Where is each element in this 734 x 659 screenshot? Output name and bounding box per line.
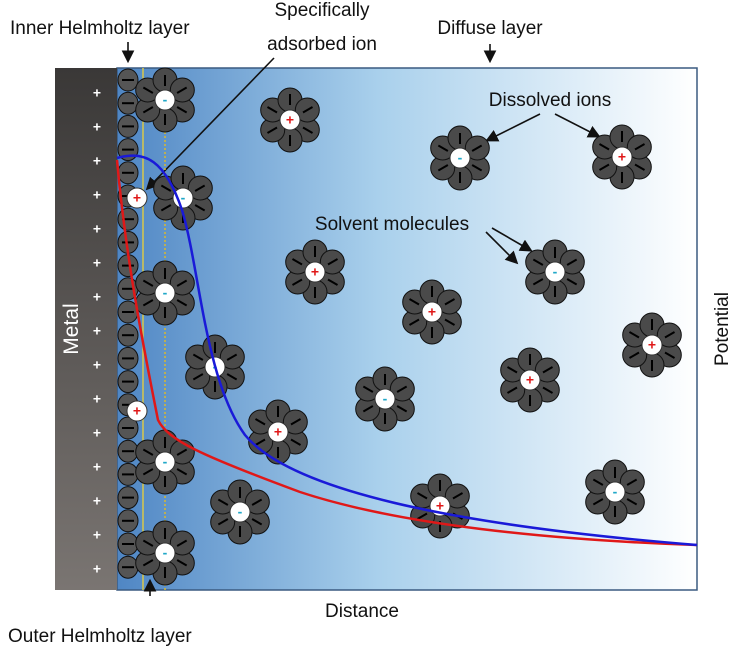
metal-charge: + bbox=[93, 153, 101, 169]
outer-helmholtz-label: Outer Helmholtz layer bbox=[8, 626, 192, 647]
metal-charge: + bbox=[93, 425, 101, 441]
inner-helmholtz-label: Inner Helmholtz layer bbox=[10, 18, 190, 39]
metal-charge: + bbox=[93, 119, 101, 135]
ion-charge: - bbox=[163, 92, 168, 108]
potential-label: Potential bbox=[712, 292, 733, 366]
ion-charge: - bbox=[383, 391, 388, 407]
metal-charge: + bbox=[93, 323, 101, 339]
solvent-label: Solvent molecules bbox=[315, 214, 469, 235]
ion-charge: + bbox=[274, 424, 282, 440]
metal-label: Metal bbox=[60, 303, 83, 354]
metal-charge: + bbox=[93, 527, 101, 543]
ion-charge: + bbox=[618, 149, 626, 165]
metal-charge: + bbox=[93, 357, 101, 373]
ion-charge: + bbox=[133, 190, 141, 206]
metal-charge: + bbox=[93, 187, 101, 203]
metal-charge: + bbox=[93, 255, 101, 271]
ion-charge: + bbox=[428, 304, 436, 320]
adsorbed-label-2: adsorbed ion bbox=[267, 34, 377, 55]
distance-label: Distance bbox=[325, 601, 399, 622]
ion-charge: + bbox=[648, 337, 656, 353]
ion-charge: - bbox=[181, 190, 186, 206]
ion-charge: - bbox=[458, 150, 463, 166]
metal-charge: + bbox=[93, 221, 101, 237]
ion-charge: - bbox=[553, 264, 558, 280]
double-layer-diagram: Metal Potential Distance Inner Helmholtz… bbox=[0, 0, 734, 654]
metal-charge: + bbox=[93, 561, 101, 577]
ion-charge: - bbox=[163, 545, 168, 561]
page: Metal Potential Distance Inner Helmholtz… bbox=[0, 0, 734, 659]
ion-charge: - bbox=[163, 454, 168, 470]
metal-charge: + bbox=[93, 391, 101, 407]
ion-charge: - bbox=[238, 504, 243, 520]
ion-charge: + bbox=[286, 112, 294, 128]
ion-charge: + bbox=[133, 403, 141, 419]
dissolved-label: Dissolved ions bbox=[489, 90, 612, 111]
metal-charge: + bbox=[93, 85, 101, 101]
ion-charge: + bbox=[311, 264, 319, 280]
adsorbed-label-1: Specifically bbox=[274, 0, 370, 21]
ion-charge: - bbox=[613, 484, 618, 500]
metal-charge: + bbox=[93, 459, 101, 475]
ion-charge: - bbox=[163, 285, 168, 301]
diffuse-label: Diffuse layer bbox=[437, 18, 543, 39]
metal-charge: + bbox=[93, 289, 101, 305]
metal-charge: + bbox=[93, 493, 101, 509]
ion-charge: + bbox=[526, 372, 534, 388]
